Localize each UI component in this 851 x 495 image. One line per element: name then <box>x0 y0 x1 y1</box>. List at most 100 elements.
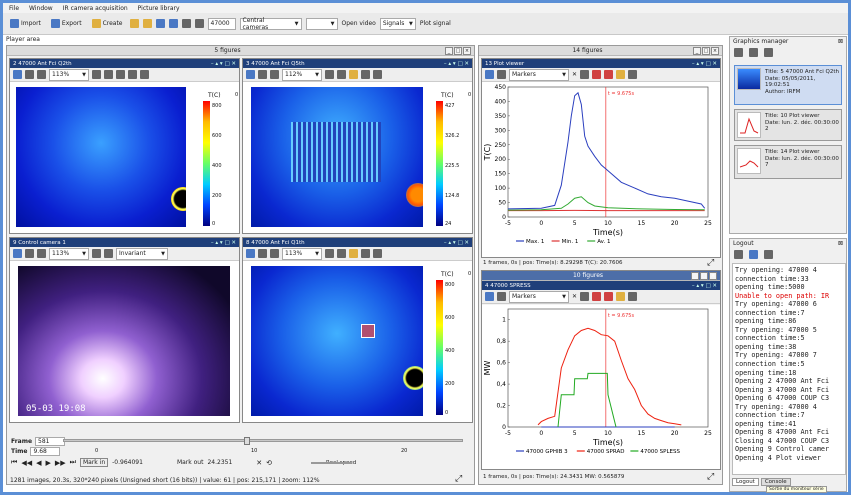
mode-select[interactable]: Invariant ▼ <box>116 247 168 260</box>
frame-input[interactable]: 581 <box>35 437 66 446</box>
minimize-icon[interactable]: _ <box>691 271 699 280</box>
export-button[interactable]: Export <box>48 17 85 31</box>
resize-grip-icon[interactable]: ⤢ <box>707 472 715 482</box>
roi-icon[interactable] <box>349 70 358 79</box>
save-icon[interactable] <box>485 292 494 301</box>
menu-picture-library[interactable]: Picture library <box>137 4 180 12</box>
close-icon[interactable]: ⊠ <box>837 240 843 247</box>
camera-select[interactable]: Central cameras ▼ <box>239 17 302 31</box>
open-video-button[interactable]: Open video <box>341 20 376 27</box>
print-icon[interactable] <box>258 249 267 258</box>
resize-grip-icon[interactable]: ⤢ <box>455 474 463 484</box>
signals-select[interactable]: Signals ▼ <box>379 17 416 30</box>
first-frame-icon[interactable]: ⏮ <box>11 458 18 466</box>
step-back-icon[interactable]: ◀◀ <box>21 458 33 467</box>
save-icon[interactable] <box>485 70 494 79</box>
save-icon[interactable] <box>246 70 255 79</box>
cursor-icon[interactable] <box>616 70 626 79</box>
folder-icon[interactable] <box>734 250 743 259</box>
roi-box[interactable] <box>361 324 375 338</box>
close-icon[interactable]: × <box>711 46 719 55</box>
crop-icon[interactable] <box>361 249 370 258</box>
tree-icon[interactable] <box>734 48 743 57</box>
select-icon[interactable] <box>337 70 346 79</box>
step-forward-icon[interactable]: ▶▶ <box>54 458 66 467</box>
roi-icon[interactable] <box>349 249 358 258</box>
print-icon[interactable] <box>258 70 267 79</box>
crop-icon[interactable] <box>128 70 137 79</box>
close-icon[interactable]: × <box>709 271 717 280</box>
marker-icon[interactable] <box>592 70 602 79</box>
mark-in-button[interactable]: Mark in <box>79 458 109 467</box>
loop-icon[interactable]: ⟲ <box>266 458 273 467</box>
rotate-icon[interactable] <box>373 249 382 258</box>
save-icon[interactable] <box>13 249 22 258</box>
columns-icon[interactable] <box>168 19 178 28</box>
graphics-card[interactable]: Title: 5 47000 Ant Fci Q2th Date: 05/05/… <box>734 65 842 105</box>
layout-icon[interactable] <box>155 19 165 28</box>
tab-console[interactable]: Console <box>760 478 791 486</box>
save-icon[interactable] <box>749 250 758 259</box>
zoom-select[interactable]: 113% ▼ <box>49 68 89 81</box>
thermal-image[interactable] <box>251 87 423 227</box>
subwindow-controls[interactable]: – ▴ ▾ □ ✕ <box>443 60 469 67</box>
export-icon[interactable] <box>749 48 758 57</box>
crop-icon[interactable] <box>361 70 370 79</box>
move-icon[interactable] <box>580 292 590 301</box>
print-icon[interactable] <box>497 292 506 301</box>
select-icon[interactable] <box>104 70 113 79</box>
rotate-icon[interactable] <box>140 70 149 79</box>
save-icon[interactable] <box>13 70 22 79</box>
import-button[interactable]: Import <box>7 17 44 31</box>
rotate-icon[interactable] <box>373 70 382 79</box>
menu-file[interactable]: File <box>9 4 20 12</box>
clear-icon[interactable]: ✕ <box>572 293 578 300</box>
zoom-out-icon[interactable] <box>325 70 334 79</box>
save-icon[interactable] <box>194 19 204 28</box>
create-button[interactable]: Create <box>89 17 126 31</box>
close-icon[interactable]: ✕ <box>256 458 263 467</box>
cursor-icon[interactable] <box>616 292 626 301</box>
reset-icon[interactable] <box>628 70 638 79</box>
temperature-chart[interactable]: -5 0 5 10 15 20 25450400350300250200150100500T… <box>482 83 720 257</box>
select-icon[interactable] <box>337 249 346 258</box>
maximize-icon[interactable]: □ <box>700 271 708 280</box>
zoom-in-icon[interactable] <box>37 70 46 79</box>
plot-signal-button[interactable]: Plot signal <box>419 20 451 27</box>
menu-ir-acquisition[interactable]: IR camera acquisition <box>62 4 128 12</box>
move-icon[interactable] <box>580 70 590 79</box>
menu-window[interactable]: Window <box>29 4 53 12</box>
tab-logout[interactable]: Logout <box>732 478 759 486</box>
marker-icon[interactable] <box>592 292 602 301</box>
open-folder-icon[interactable] <box>129 19 139 28</box>
camera-image[interactable]: 05-03 19:08 <box>18 266 230 416</box>
import-icon[interactable] <box>764 48 773 57</box>
blank-select[interactable]: ▼ <box>305 17 338 30</box>
roi-icon[interactable] <box>116 70 125 79</box>
subwindow-controls[interactable]: – ▴ ▾ □ ✕ <box>210 239 236 246</box>
save-icon[interactable] <box>246 249 255 258</box>
subwindow-controls[interactable]: – ▴ ▾ □ ✕ <box>691 60 717 67</box>
slider-handle[interactable] <box>244 437 250 445</box>
select-icon[interactable] <box>104 249 113 258</box>
zoom-in-icon[interactable] <box>270 249 279 258</box>
clear-icon[interactable]: ✕ <box>572 71 578 78</box>
graphics-card[interactable]: Title: 14 Plot viewer Date: lun. 2. déc.… <box>734 145 842 179</box>
zoom-select[interactable]: 113% ▼ <box>282 247 322 260</box>
markers-select[interactable]: Markers ▼ <box>509 68 569 81</box>
pulse-input[interactable]: 47000 <box>207 17 236 30</box>
folder-icon[interactable] <box>142 19 152 28</box>
play-icon[interactable]: ▶ <box>45 458 51 467</box>
zoom-in-icon[interactable] <box>270 70 279 79</box>
time-input[interactable]: 9.68 <box>30 447 61 456</box>
log-output[interactable]: Try opening: 47000 4 connection time:33 op… <box>732 263 846 475</box>
cut-icon[interactable] <box>181 19 191 28</box>
maximize-icon[interactable]: □ <box>702 46 710 55</box>
last-frame-icon[interactable]: ⏭ <box>69 458 76 466</box>
minimize-icon[interactable]: _ <box>693 46 701 55</box>
zoom-box-icon[interactable] <box>604 292 614 301</box>
subwindow-controls[interactable]: – ▴ ▾ □ ✕ <box>443 239 469 246</box>
zoom-box-icon[interactable] <box>604 70 614 79</box>
close-icon[interactable]: × <box>463 46 471 55</box>
speed-slider[interactable] <box>311 462 351 464</box>
